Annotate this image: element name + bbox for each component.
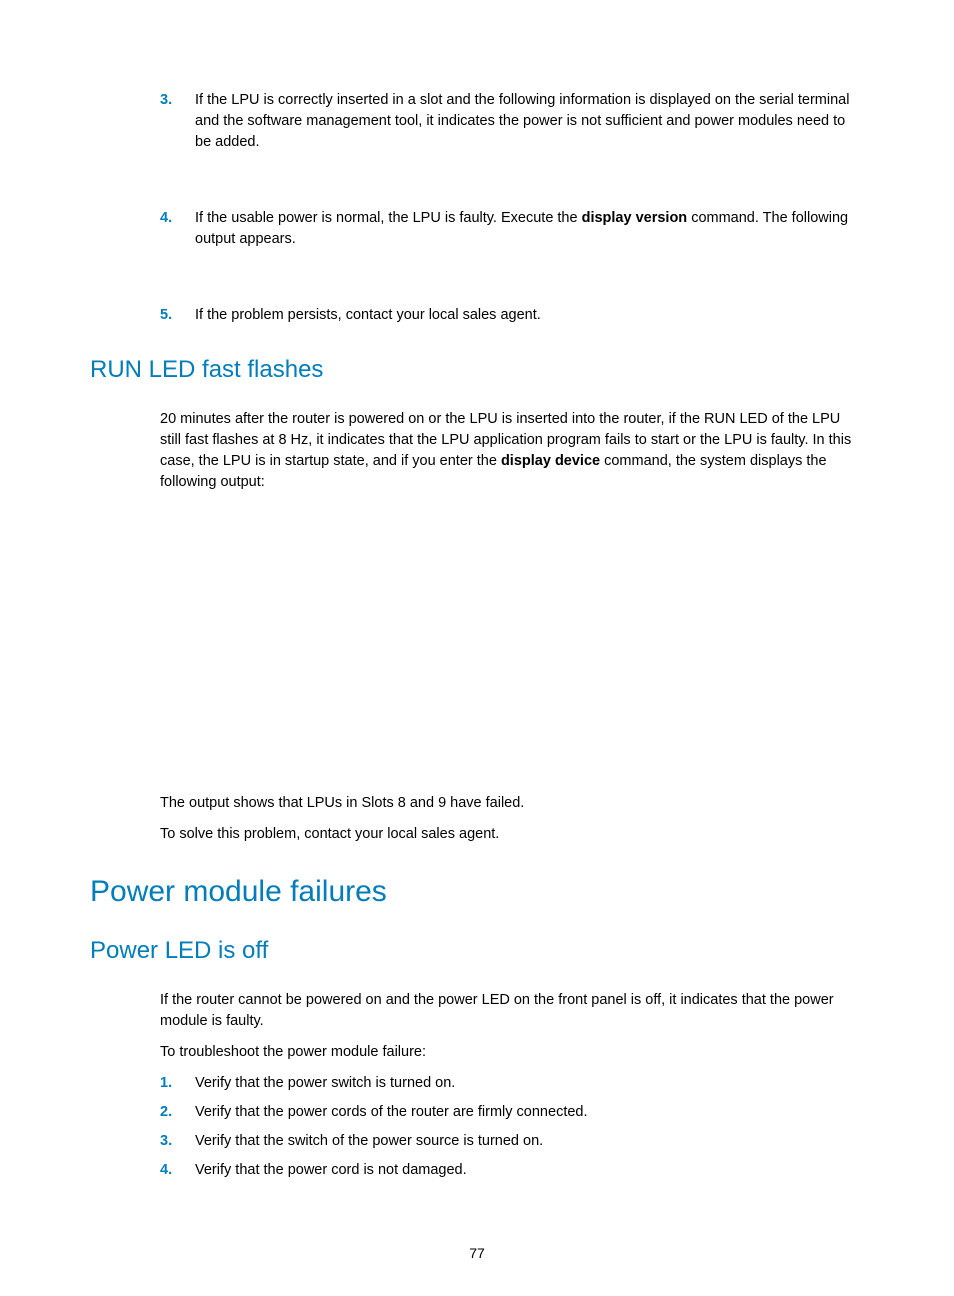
- step-number: 1.: [160, 1073, 195, 1094]
- step-text: If the problem persists, contact your lo…: [195, 305, 864, 326]
- command-name: display version: [582, 210, 688, 226]
- page-number: 77: [469, 1245, 485, 1261]
- steps-top-list: 3. If the LPU is correctly inserted in a…: [160, 90, 864, 326]
- step-text: Verify that the power cord is not damage…: [195, 1160, 864, 1181]
- step-number: 3.: [160, 90, 195, 111]
- command-name: display device: [501, 453, 600, 469]
- step-text: Verify that the power switch is turned o…: [195, 1073, 864, 1094]
- step-number: 2.: [160, 1102, 195, 1123]
- power-step-3: 3. Verify that the switch of the power s…: [160, 1131, 864, 1152]
- run-led-heading: RUN LED fast flashes: [90, 356, 864, 384]
- step-text: Verify that the switch of the power sour…: [195, 1131, 864, 1152]
- step-number: 4.: [160, 208, 195, 229]
- output-explanation-2: To solve this problem, contact your loca…: [160, 824, 864, 845]
- power-troubleshoot-list: 1. Verify that the power switch is turne…: [160, 1073, 864, 1181]
- power-led-para-2: To troubleshoot the power module failure…: [160, 1042, 864, 1063]
- step-number: 3.: [160, 1131, 195, 1152]
- power-led-para-1: If the router cannot be powered on and t…: [160, 990, 864, 1032]
- step-number: 5.: [160, 305, 195, 326]
- step-3: 3. If the LPU is correctly inserted in a…: [160, 90, 864, 153]
- power-step-2: 2. Verify that the power cords of the ro…: [160, 1102, 864, 1123]
- power-step-1: 1. Verify that the power switch is turne…: [160, 1073, 864, 1094]
- step-text: If the LPU is correctly inserted in a sl…: [195, 90, 864, 153]
- step-4: 4. If the usable power is normal, the LP…: [160, 208, 864, 250]
- step-number: 4.: [160, 1160, 195, 1181]
- output-explanation-1: The output shows that LPUs in Slots 8 an…: [160, 793, 864, 814]
- step-text: If the usable power is normal, the LPU i…: [195, 208, 864, 250]
- step-text: Verify that the power cords of the route…: [195, 1102, 864, 1123]
- step-5: 5. If the problem persists, contact your…: [160, 305, 864, 326]
- output-placeholder: [90, 503, 864, 793]
- power-led-off-heading: Power LED is off: [90, 937, 864, 965]
- run-led-paragraph: 20 minutes after the router is powered o…: [160, 409, 864, 493]
- power-step-4: 4. Verify that the power cord is not dam…: [160, 1160, 864, 1181]
- power-failures-heading: Power module failures: [90, 875, 864, 909]
